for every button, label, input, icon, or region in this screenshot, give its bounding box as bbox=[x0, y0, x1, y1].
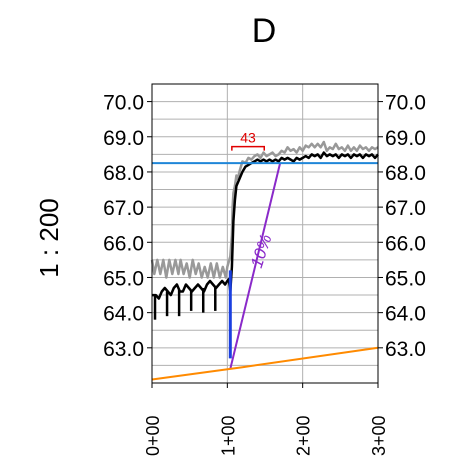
span-label: 43 bbox=[240, 130, 256, 146]
y-tick-label-right: 66.0 bbox=[385, 232, 426, 255]
plot-background bbox=[152, 84, 378, 383]
series-line-2 bbox=[152, 151, 379, 300]
y-tick-label-right: 68.0 bbox=[385, 162, 426, 185]
y-tick-label-left: 69.0 bbox=[103, 127, 144, 150]
y-tick-label-left: 63.0 bbox=[103, 338, 144, 361]
y-tick-label-right: 65.0 bbox=[385, 267, 426, 290]
y-tick-label-left: 64.0 bbox=[103, 303, 144, 326]
y-tick-label-right: 69.0 bbox=[385, 127, 426, 150]
chart-title: D bbox=[252, 12, 277, 50]
plot-area bbox=[150, 83, 379, 384]
y-tick-label-left: 70.0 bbox=[103, 92, 144, 115]
plot-frame bbox=[151, 83, 379, 384]
y-tick-label-right: 70.0 bbox=[385, 92, 426, 115]
x-tick-label: 1+00 bbox=[218, 415, 238, 456]
y-tick-label-left: 66.0 bbox=[103, 232, 144, 255]
series-group bbox=[150, 140, 379, 381]
x-tick-label: 2+00 bbox=[294, 415, 314, 456]
y-tick-label-left: 68.0 bbox=[103, 162, 144, 185]
axis-ticks: 70.0 70.0 69.0 69.0 68.0 68.0 67.0 67.0 66.0 66.0… bbox=[103, 92, 426, 456]
series-line-5 bbox=[151, 346, 379, 381]
series-line-4 bbox=[229, 162, 282, 370]
span-bracket bbox=[231, 145, 265, 151]
x-tick-label: 0+00 bbox=[143, 415, 163, 456]
y-axis-label: 1 : 200 bbox=[34, 198, 64, 278]
series-line-1 bbox=[150, 140, 379, 279]
y-tick-label-left: 67.0 bbox=[103, 197, 144, 220]
x-tick-label: 3+00 bbox=[369, 415, 389, 456]
y-tick-label-right: 64.0 bbox=[385, 303, 426, 326]
y-tick-label-right: 63.0 bbox=[385, 338, 426, 361]
y-tick-label-right: 67.0 bbox=[385, 197, 426, 220]
y-tick-label-left: 65.0 bbox=[103, 267, 144, 290]
